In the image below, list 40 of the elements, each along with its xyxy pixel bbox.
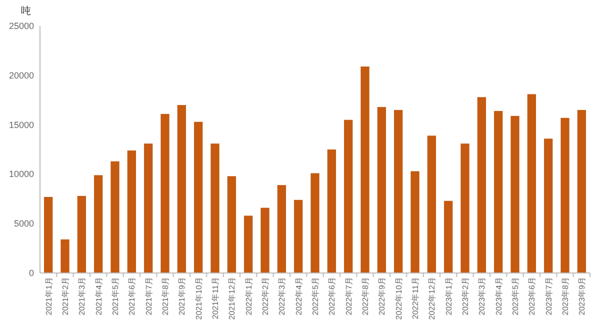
y-tick-label: 0 [28, 268, 34, 278]
x-tick-label: 2022年10月 [394, 277, 404, 320]
x-tick-label: 2021年11月 [211, 277, 220, 320]
y-tick-label: 20000 [8, 70, 34, 80]
x-tick-label: 2021年1月 [44, 277, 54, 316]
y-tick-label: 10000 [8, 169, 34, 180]
x-tick-label: 2021年7月 [144, 277, 154, 316]
x-tick-label: 2022年11月 [411, 277, 420, 320]
y-tick-label: 15000 [8, 120, 34, 130]
x-tick-label: 2021年4月 [94, 277, 104, 316]
x-tick-label: 2023年7月 [544, 277, 554, 316]
x-tick-label: 2021年9月 [178, 277, 187, 316]
x-tick-label: 2023年1月 [444, 277, 454, 316]
x-tick-label: 2022年2月 [261, 277, 270, 316]
x-tick-label: 2023年2月 [461, 277, 470, 316]
x-tick-label: 2023年4月 [494, 277, 504, 316]
x-tick-label: 2023年8月 [561, 277, 570, 316]
x-tick-label: 2021年6月 [128, 277, 137, 316]
y-tick-label: 5000 [14, 218, 34, 229]
x-tick-label: 2022年9月 [378, 277, 387, 316]
x-tick-label: 2022年4月 [294, 277, 304, 316]
x-tick-label: 2022年5月 [311, 277, 320, 316]
x-tick-label: 2021年10月 [194, 277, 204, 320]
x-tick-label: 2022年7月 [344, 277, 354, 316]
y-tick-label: 25000 [8, 21, 34, 31]
x-tick-label: 2021年5月 [111, 277, 120, 316]
x-tick-label: 2021年8月 [161, 277, 170, 316]
y-axis-title: 吨 [21, 5, 31, 17]
x-tick-label: 2021年12月 [228, 277, 237, 320]
x-tick-label: 2023年6月 [528, 277, 537, 316]
x-tick-label: 2022年8月 [361, 277, 370, 316]
x-tick-label: 2023年9月 [578, 277, 587, 316]
x-tick-label: 2021年2月 [61, 277, 70, 316]
x-tick-label: 2022年6月 [328, 277, 337, 316]
x-tick-label: 2022年3月 [278, 277, 287, 316]
x-tick-label: 2023年5月 [511, 277, 520, 316]
x-tick-label: 2021年3月 [78, 277, 87, 316]
x-tick-label: 2023年3月 [478, 277, 487, 316]
x-tick-label: 2022年1月 [244, 277, 254, 316]
x-tick-label: 2022年12月 [428, 277, 437, 320]
